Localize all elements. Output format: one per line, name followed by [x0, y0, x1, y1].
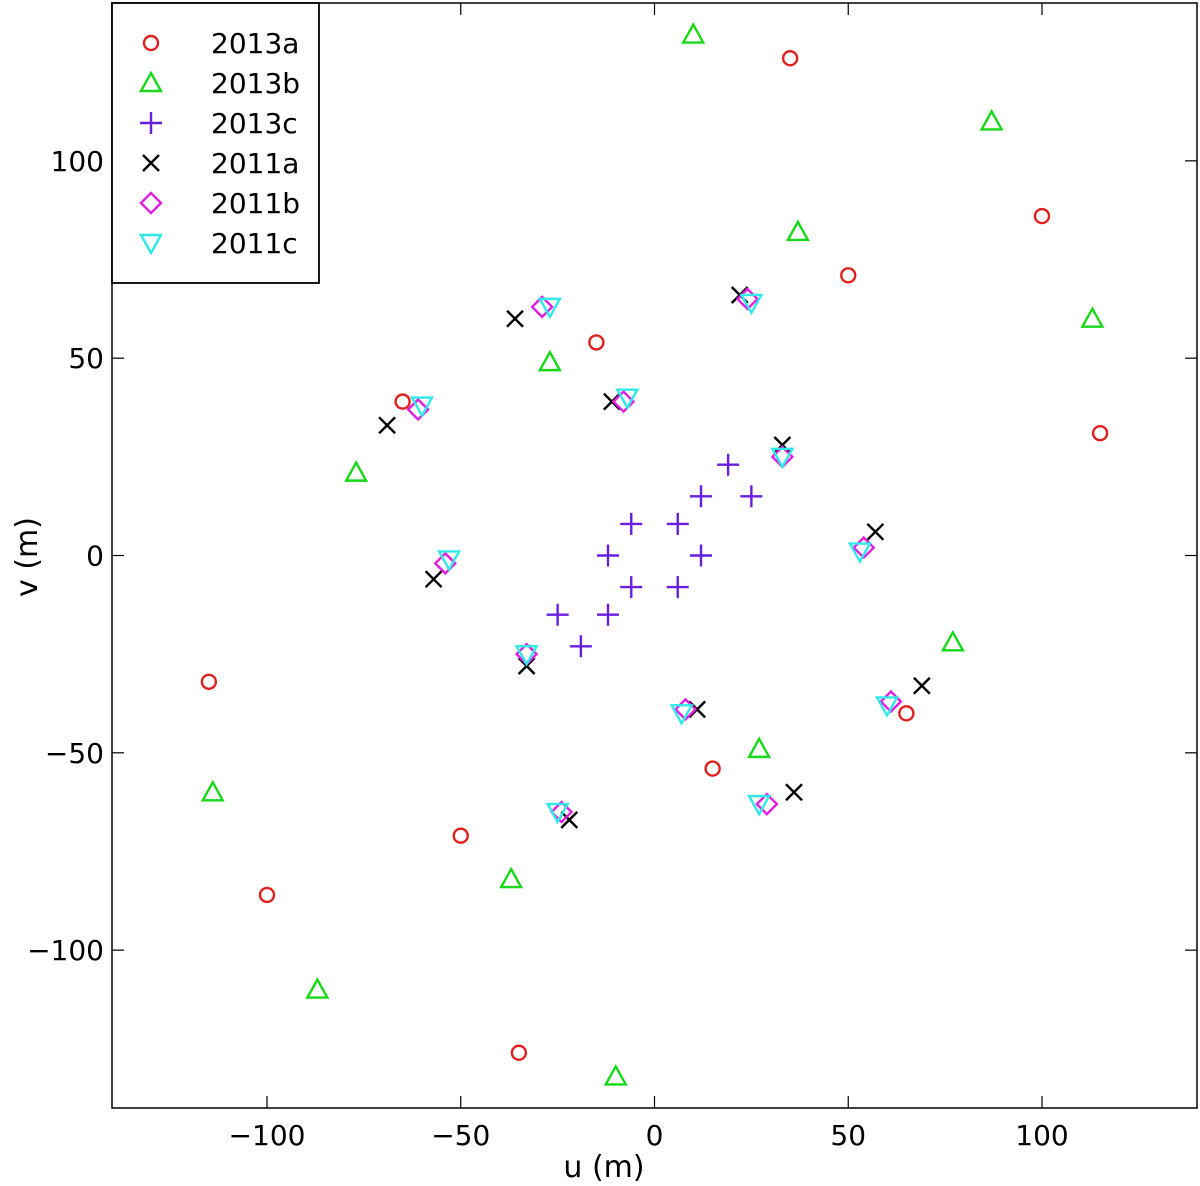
data-point: [545, 802, 570, 825]
data-point: [506, 309, 524, 328]
legend-marker: [142, 154, 160, 172]
data-point: [597, 603, 619, 626]
data-point: [549, 800, 574, 824]
data-point: [514, 644, 539, 667]
x-tick-label: −100: [229, 1119, 306, 1152]
x-tick-label: 50: [830, 1119, 866, 1152]
data-point: [770, 447, 795, 470]
data-point: [258, 886, 276, 904]
data-point: [588, 334, 605, 351]
data-point: [603, 1063, 628, 1086]
y-tick-label: 0: [86, 540, 104, 573]
y-tick-label: 50: [68, 342, 104, 375]
data-point: [344, 460, 369, 482]
legend-marker: [140, 112, 162, 134]
data-point: [690, 544, 712, 567]
legend-label: 2011b: [211, 187, 300, 220]
legend: 2013a 2013b 2013c 2011a 2011b 2011c: [111, 2, 320, 284]
data-point: [499, 866, 524, 889]
data-point: [378, 416, 396, 435]
series-2013c: [546, 453, 763, 658]
legend-label: 2011c: [211, 227, 298, 260]
legend-label: 2013c: [211, 107, 298, 140]
y-axis-label: v (m): [10, 517, 45, 597]
series-2011b: [406, 287, 903, 824]
data-point: [747, 736, 772, 759]
data-point: [747, 794, 772, 817]
data-point: [773, 436, 792, 454]
data-point: [530, 295, 554, 319]
data-point: [666, 512, 689, 535]
x-tick-label: 0: [646, 1119, 664, 1152]
legend-label: 2013b: [211, 67, 300, 100]
legend-label: 2011a: [211, 147, 299, 180]
axis-ticks: −100 −50 0 50 100 −100 −50 0 50 100: [27, 3, 1197, 1152]
data-point: [940, 629, 965, 652]
data-point: [537, 297, 562, 320]
data-point: [1033, 207, 1051, 225]
data-point: [424, 570, 443, 589]
data-point: [669, 704, 694, 726]
data-point: [704, 760, 721, 777]
data-point: [755, 792, 779, 816]
data-point: [717, 453, 740, 476]
data-point: [666, 576, 689, 599]
data-point: [898, 705, 915, 722]
x-tick-label: −50: [431, 1119, 490, 1152]
legend-marker: [138, 70, 164, 93]
data-point: [785, 783, 803, 802]
legend-marker: [138, 233, 164, 256]
series-2013a: [200, 50, 1109, 1061]
data-point: [1080, 306, 1105, 328]
data-point: [785, 219, 810, 242]
series-2011a: [378, 286, 931, 829]
data-marks: [200, 22, 1109, 1086]
y-tick-label: 100: [51, 145, 104, 178]
series-2011c: [409, 293, 900, 825]
data-point: [546, 603, 569, 626]
data-point: [615, 388, 640, 411]
data-point: [406, 397, 430, 422]
data-point: [611, 389, 636, 414]
data-point: [740, 485, 763, 508]
data-point: [560, 811, 579, 829]
data-point: [510, 1044, 528, 1061]
data-point: [620, 512, 643, 535]
x-tick-label: 100: [1015, 1119, 1068, 1152]
data-point: [305, 977, 330, 999]
x-axis-label: u (m): [563, 1150, 644, 1185]
data-point: [620, 576, 643, 599]
legend-marker: [142, 34, 160, 52]
data-point: [866, 522, 885, 541]
data-point: [537, 349, 562, 372]
data-point: [681, 22, 706, 44]
data-point: [781, 50, 799, 67]
data-point: [847, 542, 872, 565]
data-point: [200, 673, 218, 690]
data-point: [597, 544, 619, 567]
data-point: [1091, 424, 1109, 442]
legend-label: 2013a: [211, 27, 299, 60]
data-point: [979, 108, 1004, 131]
series-2013b: [200, 22, 1105, 1086]
data-point: [433, 551, 457, 576]
data-point: [394, 393, 411, 410]
data-point: [437, 550, 462, 572]
data-point: [840, 267, 857, 284]
data-point: [569, 635, 592, 658]
data-point: [452, 827, 469, 844]
y-tick-label: −50: [45, 737, 104, 770]
data-point: [409, 396, 435, 419]
y-tick-label: −100: [27, 934, 104, 967]
data-point: [739, 293, 764, 316]
data-point: [200, 779, 225, 802]
data-point: [690, 485, 712, 508]
data-point: [913, 676, 931, 695]
legend-marker: [139, 191, 163, 215]
data-point: [874, 696, 900, 718]
